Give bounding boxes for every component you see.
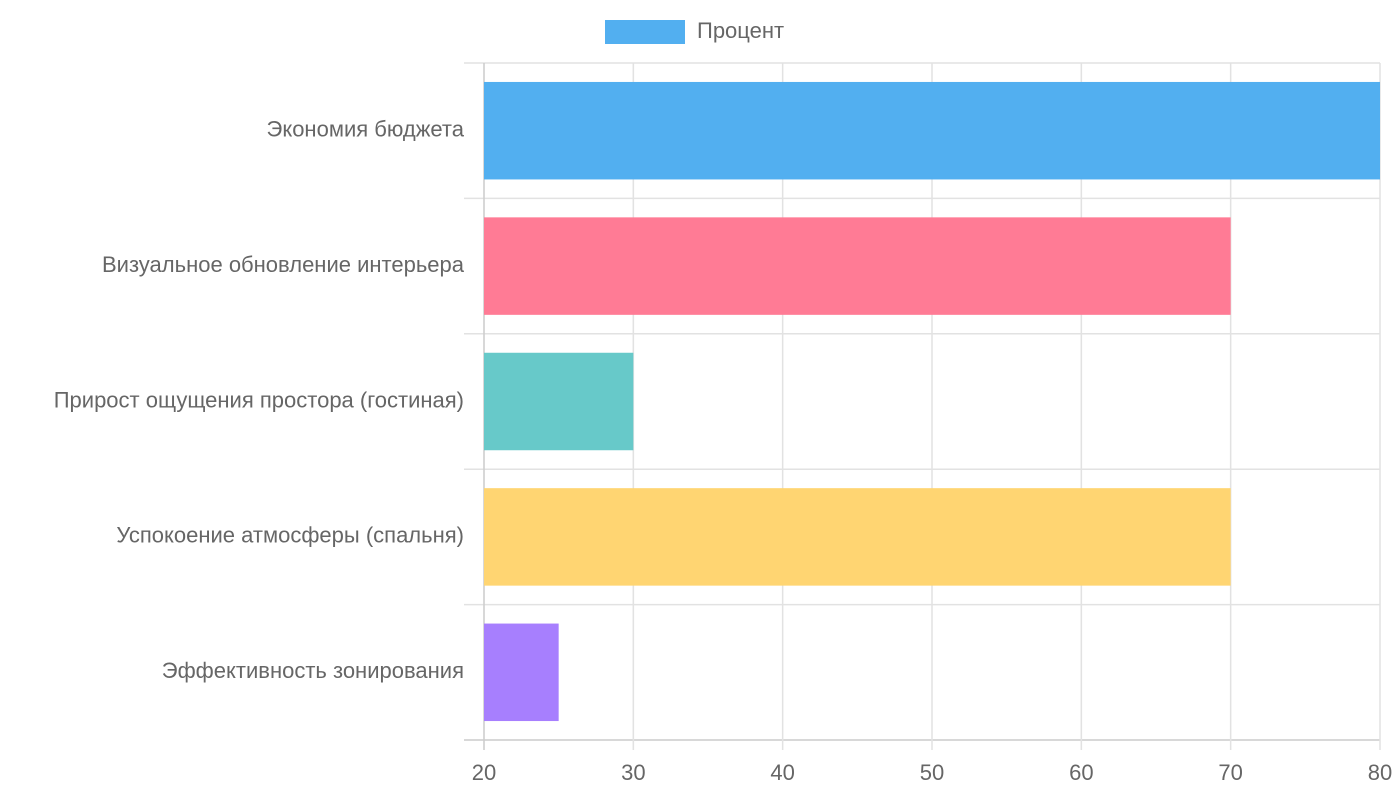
x-tick-label: 40 (770, 760, 794, 785)
x-tick-label: 60 (1069, 760, 1093, 785)
x-tick-label: 50 (920, 760, 944, 785)
x-tick-label: 70 (1218, 760, 1242, 785)
x-tick-label: 30 (621, 760, 645, 785)
bar (484, 352, 634, 451)
legend-swatch (605, 20, 685, 44)
bar (484, 217, 1231, 315)
x-tick-label: 20 (472, 760, 496, 785)
y-tick-label: Экономия бюджета (267, 117, 465, 142)
legend-label: Процент (697, 18, 784, 43)
x-tick-label: 80 (1368, 760, 1392, 785)
y-tick-label: Визуальное обновление интерьера (102, 252, 465, 277)
bar (484, 488, 1231, 586)
y-tick-label: Эффективность зонирования (162, 658, 464, 683)
bar (484, 81, 1380, 180)
y-tick-label: Успокоение атмосферы (спальня) (116, 523, 464, 548)
y-tick-label: Прирост ощущения простора (гостиная) (54, 387, 464, 412)
bar (484, 623, 559, 722)
